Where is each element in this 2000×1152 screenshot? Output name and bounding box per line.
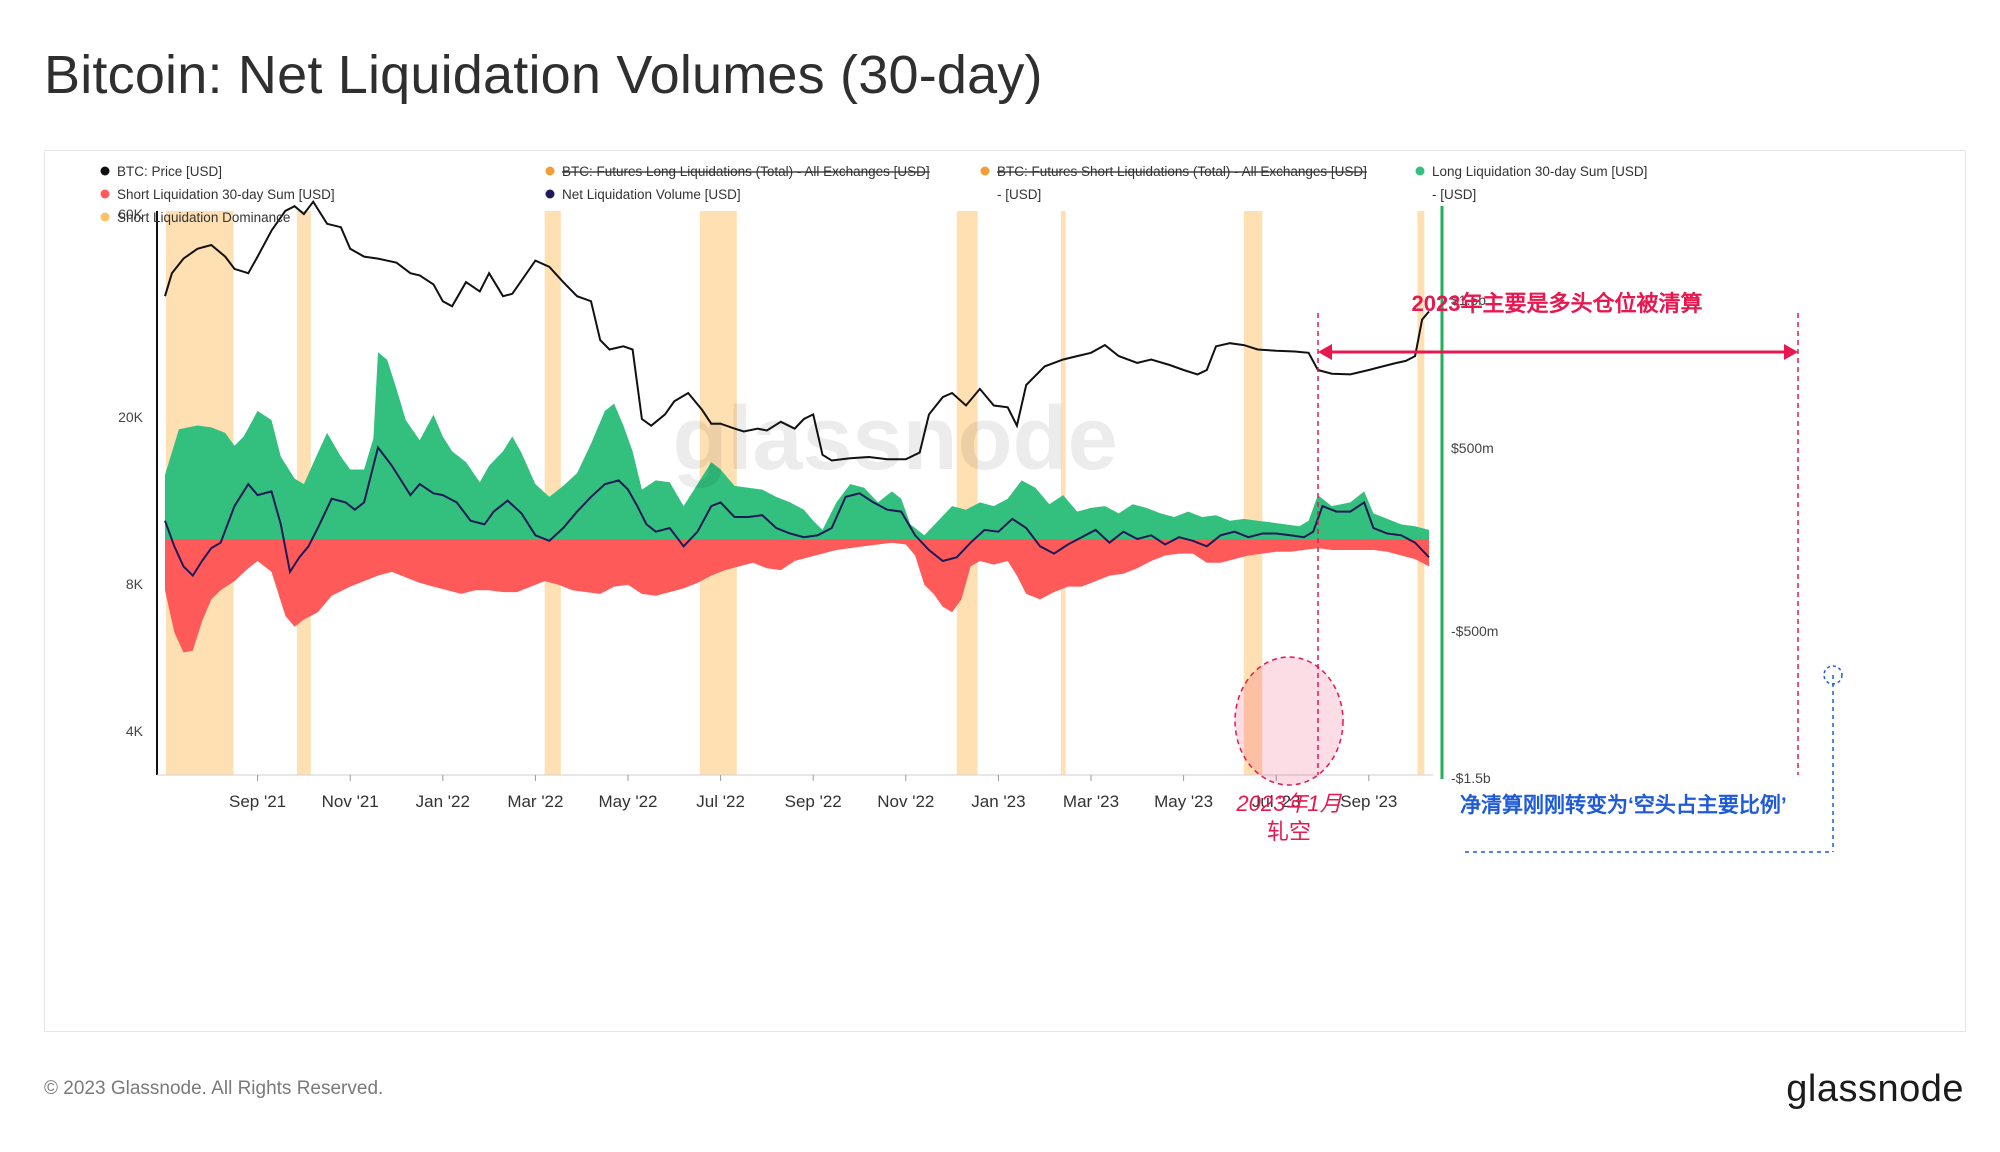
legend-label-2: BTC: Futures Short Liquidations (Total) … [997, 164, 1367, 179]
y-right-tick-label: $1.5b [1451, 292, 1486, 308]
legend-marker-3 [1415, 166, 1425, 176]
dominance-bands [165, 211, 1425, 775]
annotation-circle-text: 2023年1月 [1235, 791, 1342, 816]
x-tick-label: Sep '21 [229, 792, 286, 811]
x-tick-label: May '23 [1154, 792, 1213, 811]
liquidation-chart: glassnode 60K 20K 8K 4K $1.5b $500m -$500m -$1.5… [100, 164, 1843, 853]
y-right-tick-label: $500m [1451, 440, 1494, 456]
y-left-tick-label: 4K [126, 723, 144, 739]
legend-label-6: Short Liquidation Dominance [117, 210, 290, 225]
legend-suffix: - [USD] [997, 187, 1041, 202]
x-tick-label: Nov '21 [322, 792, 379, 811]
legend-label-4: Short Liquidation 30-day Sum [USD] [117, 187, 335, 202]
x-tick-label: May '22 [599, 792, 658, 811]
annotation-blue-text: 净清算刚刚转变为‘空头占主要比例’ [1460, 793, 1787, 817]
annotation-arrow-head-right [1784, 344, 1798, 360]
brand-logo: glassnode [1786, 1068, 1964, 1110]
net-liquidation-line [164, 445, 1430, 578]
y-left-tick-label: 8K [126, 576, 144, 592]
x-tick-label: Nov '22 [877, 792, 934, 811]
annotation-top-text: 2023年主要是多头仓位被清算 [1412, 291, 1703, 316]
legend-marker-4 [100, 189, 110, 199]
dominance-band-6 [1243, 211, 1263, 775]
btc-price-line [164, 199, 1430, 462]
watermark: glassnode [672, 389, 1117, 489]
chart-panel: glassnode 60K 20K 8K 4K $1.5b $500m -$500m -$1.5… [44, 150, 1966, 1032]
y-right-tick-label: -$500m [1451, 623, 1498, 639]
y-left-tick-label: 60K [118, 206, 144, 222]
short-liquidation-area [165, 539, 1429, 653]
x-tick-label: Jan '23 [971, 792, 1025, 811]
dominance-band-2 [544, 211, 561, 775]
long-liquidation-area [165, 352, 1429, 539]
copyright-text: © 2023 Glassnode. All Rights Reserved. [44, 1078, 384, 1099]
dominance-band-4 [956, 211, 978, 775]
legend-marker-5 [545, 189, 555, 199]
legend-marker-1 [545, 166, 555, 176]
legend-label-1: BTC: Futures Long Liquidations (Total) -… [562, 164, 930, 179]
legend-label-0: BTC: Price [USD] [117, 164, 222, 179]
x-tick-label: Jul '22 [696, 792, 745, 811]
x-tick-label: Sep '23 [1340, 792, 1397, 811]
legend-suffix: - [USD] [1432, 187, 1476, 202]
legend-label-5: Net Liquidation Volume [USD] [562, 187, 741, 202]
x-tick-label: Mar '23 [1063, 792, 1119, 811]
y-right-tick-label: -$1.5b [1451, 770, 1491, 786]
dominance-band-7 [1417, 211, 1425, 775]
x-tick-label: Mar '22 [507, 792, 563, 811]
x-tick-label: Jul '23 [1252, 792, 1301, 811]
x-tick-label: Sep '22 [785, 792, 842, 811]
dominance-band-5 [1060, 211, 1066, 775]
legend-marker-0 [100, 166, 110, 176]
legend-marker-6 [100, 212, 110, 222]
annotation-circle [1234, 656, 1344, 786]
legend-marker-2 [980, 166, 990, 176]
legend-label-3: Long Liquidation 30-day Sum [USD] [1432, 164, 1647, 179]
annotation-arrow-head-left [1318, 344, 1332, 360]
annotation-circle-text-2: 轧空 [1267, 819, 1311, 844]
x-tick-label: Jan '22 [416, 792, 470, 811]
y-left-tick-label: 20K [118, 409, 144, 425]
page-title: Bitcoin: Net Liquidation Volumes (30-day… [44, 45, 1043, 105]
annotation-blue-circle [1823, 665, 1843, 685]
